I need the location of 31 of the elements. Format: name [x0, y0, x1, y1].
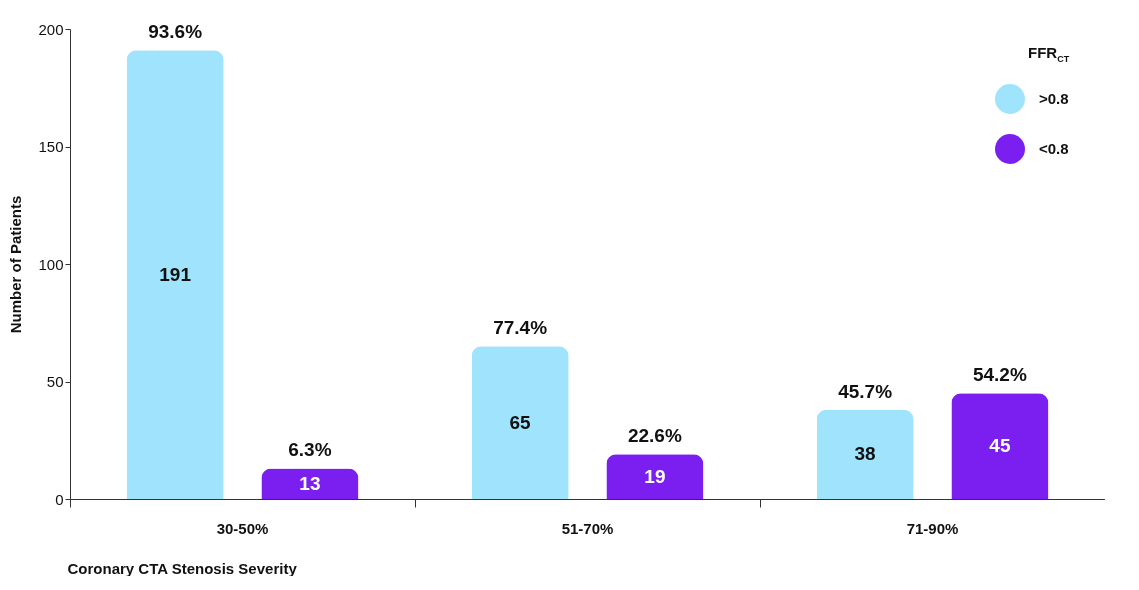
y-tick-label: 100 — [38, 255, 64, 273]
bar — [126, 50, 224, 499]
data-label: 19 — [644, 465, 666, 487]
data-label: 191 — [159, 263, 192, 285]
annotation: 6.3% — [288, 439, 332, 461]
data-label: 13 — [299, 472, 321, 494]
bar — [951, 393, 1049, 499]
y-tick-label: 200 — [38, 20, 64, 38]
annotation: 54.2% — [972, 364, 1027, 386]
annotation: 22.6% — [627, 425, 682, 447]
data-label: 38 — [854, 443, 876, 465]
data-label: 65 — [509, 411, 532, 433]
annotation: 45.7% — [838, 380, 893, 402]
y-tick-label: 0 — [55, 490, 64, 508]
y-tick-label: 50 — [46, 373, 64, 390]
legend-label: >0.8 — [1039, 90, 1069, 107]
x-tick-label: 51-70% — [561, 519, 614, 537]
bar — [261, 468, 359, 499]
bar — [816, 409, 914, 499]
y-tick-label: 150 — [38, 138, 64, 155]
data-label: 45 — [989, 435, 1011, 457]
annotation: 77.4% — [493, 317, 548, 339]
bar — [471, 346, 569, 499]
x-axis-title: Coronary CTA Stenosis Severity — [67, 559, 298, 577]
annotation: 93.6% — [148, 21, 203, 43]
bar — [606, 454, 704, 499]
legend-label: <0.8 — [1039, 140, 1069, 157]
x-tick-label: 30-50% — [216, 519, 269, 537]
legend-title: FFR$_{CT}$ — [1028, 44, 1070, 64]
y-axis-title: Number of Patients — [7, 195, 25, 334]
x-tick-label: 71-90% — [906, 519, 959, 537]
